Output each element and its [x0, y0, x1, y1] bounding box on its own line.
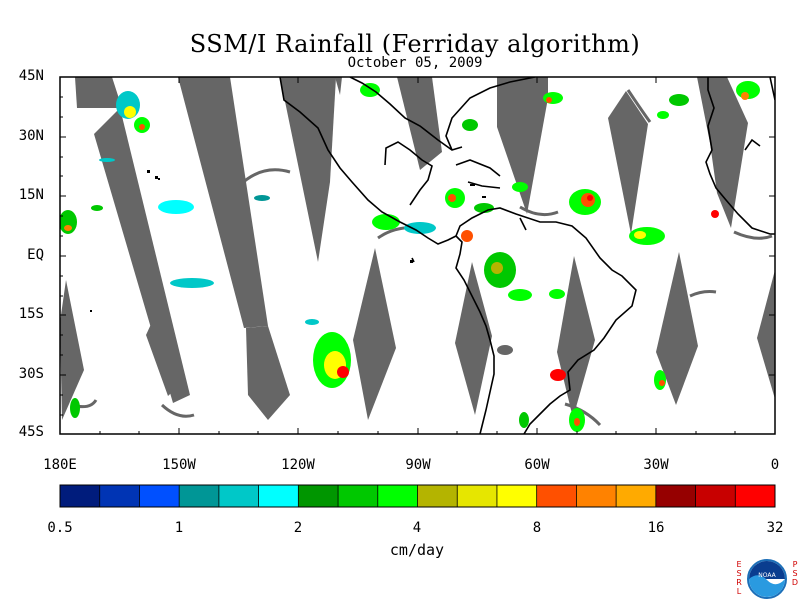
noaa-emblem: NOAA [747, 559, 787, 599]
colorbar-swatch [616, 485, 657, 507]
colorbar-swatch [536, 485, 577, 507]
lat-ticks [60, 76, 775, 416]
lon-ticks [99, 77, 736, 434]
lon-label-60w: 60W [524, 457, 550, 473]
colorbar-swatch [655, 485, 697, 507]
colorbar-tick-2: 2 [293, 520, 303, 536]
colorbar-tick-32: 32 [766, 520, 784, 536]
colorbar-tick-8: 8 [532, 520, 542, 536]
lat-label-eq: EQ [27, 247, 44, 263]
lon-label-180e: 180E [43, 457, 77, 473]
lon-label-90w: 90W [405, 457, 431, 473]
colorbar-swatch [576, 485, 617, 507]
lon-label-0: 0 [770, 457, 780, 473]
map-date: October 05, 2009 [347, 55, 483, 71]
lat-label-30n: 30N [18, 128, 44, 144]
colorbar-units: cm/day [389, 541, 445, 559]
colorbar-swatch [139, 485, 180, 507]
colorbar-swatch [99, 485, 140, 507]
no-data-swaths [60, 77, 775, 420]
colorbar-tick-1: 1 [174, 520, 184, 536]
colorbar-swatch [417, 485, 458, 507]
coastlines [279, 77, 775, 434]
colorbar-tick-0-5: 0.5 [47, 520, 73, 536]
colorbar-swatch [377, 485, 418, 507]
colorbar [59, 484, 776, 508]
lat-label-45n: 45N [18, 68, 44, 84]
colorbar-swatch [179, 485, 220, 507]
colorbar-swatch [338, 485, 379, 507]
map-title: SSM/I Rainfall (Ferriday algorithm) [189, 30, 641, 58]
colorbar-tick-16: 16 [647, 520, 665, 536]
colorbar-swatch [735, 485, 776, 507]
islands [90, 170, 486, 312]
colorbar-tick-4: 4 [412, 520, 422, 536]
orbit-arcs [71, 89, 773, 427]
lat-label-15n: 15N [18, 187, 44, 203]
lon-label-120w: 120W [281, 457, 315, 473]
lon-label-30w: 30W [643, 457, 669, 473]
colorbar-swatch [258, 485, 299, 507]
lat-label-30s: 30S [18, 366, 44, 382]
colorbar-swatch [298, 485, 339, 507]
colorbar-swatch [218, 485, 260, 507]
colorbar-swatch [457, 485, 498, 507]
lat-label-15s: 15S [18, 306, 44, 322]
svg-text:NOAA: NOAA [758, 572, 776, 579]
colorbar-swatch [60, 485, 101, 507]
lat-label-45s: 45S [18, 424, 44, 440]
colorbar-swatch [695, 485, 736, 507]
colorbar-swatch [496, 485, 538, 507]
lon-label-150w: 150W [162, 457, 196, 473]
